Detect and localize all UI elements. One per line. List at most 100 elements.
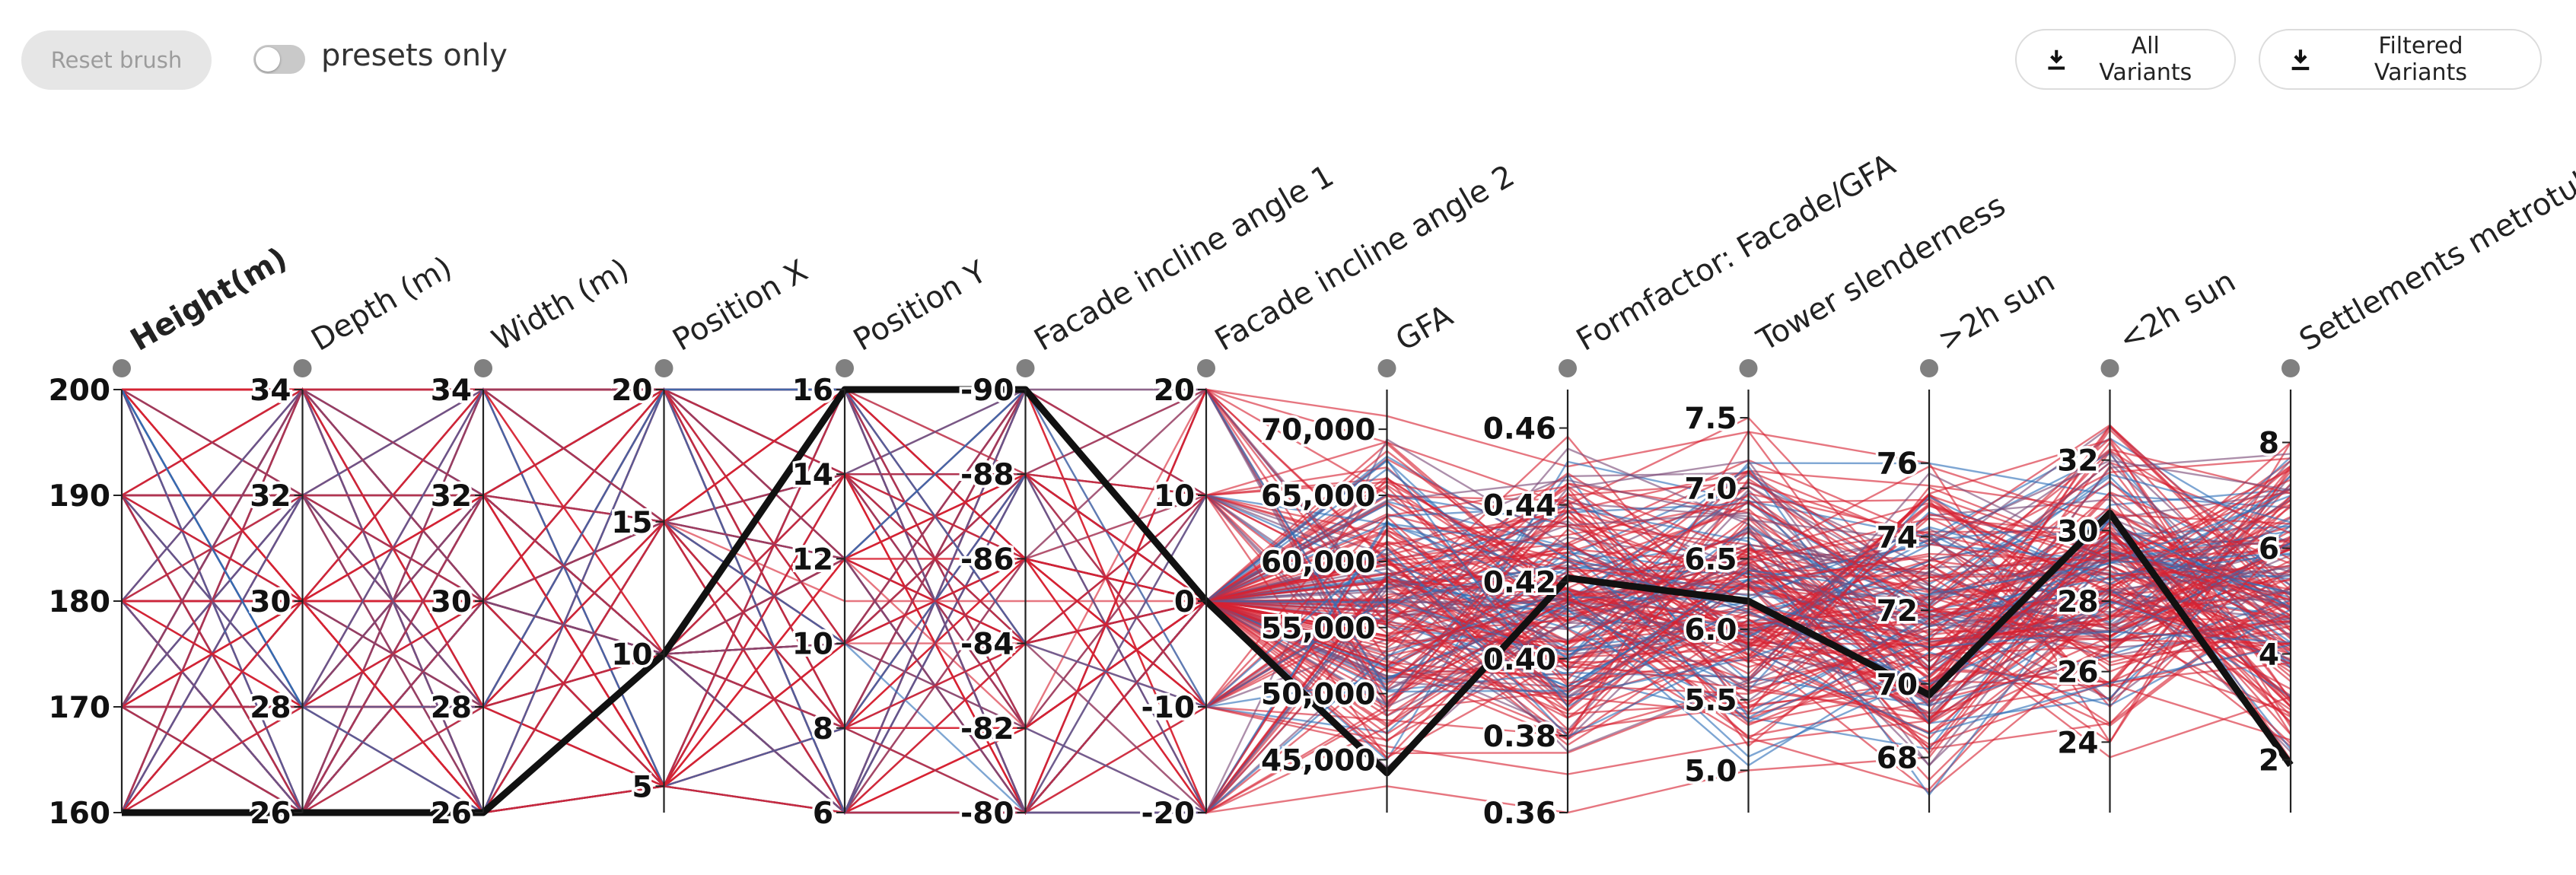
tick-label: 180 — [49, 585, 110, 619]
tick-label: 26 — [250, 797, 291, 831]
axis-title: Depth (m) — [306, 250, 458, 358]
axis-title: Height(m) — [125, 240, 293, 358]
axis-title: Position Y — [848, 254, 993, 358]
reset-brush-button[interactable]: Reset brush — [21, 30, 212, 90]
axis-drag-handle[interactable] — [1559, 359, 1577, 377]
tick-label: 160 — [49, 797, 110, 831]
tick-label: 2 — [2259, 744, 2279, 778]
tick-label: 6.0 — [1684, 613, 1737, 648]
tick-label: -10 — [1142, 691, 1195, 725]
axis-drag-handle[interactable] — [2281, 359, 2300, 377]
axis-drag-handle[interactable] — [1920, 359, 1938, 377]
tick-label: 70,000 — [1261, 413, 1376, 447]
tick-label: 55,000 — [1261, 612, 1376, 646]
tick-label: 190 — [49, 479, 110, 514]
tick-label: 6 — [2259, 533, 2279, 567]
tick-label: 6.5 — [1684, 542, 1737, 577]
axis-posx[interactable]: 5 10 15 20 Position X — [609, 253, 814, 813]
tick-label: 28 — [250, 691, 291, 725]
tick-label: -84 — [960, 628, 1014, 662]
axis-settle[interactable]: 2 4 6 8 Settlements metrotube — [2256, 151, 2576, 813]
tick-label: 32 — [2057, 444, 2098, 479]
tick-label: 10 — [611, 638, 652, 673]
axis-drag-handle[interactable] — [654, 359, 673, 377]
tick-label: 34 — [250, 374, 291, 408]
axis-title: Facade incline angle 2 — [1209, 158, 1520, 358]
tick-label: 76 — [1877, 447, 1918, 482]
tick-label: 28 — [2057, 585, 2098, 619]
tick-label: 10 — [1154, 479, 1195, 514]
tick-label: 12 — [792, 542, 833, 577]
axis-width[interactable]: 26 28 30 32 34 Width (m) — [428, 252, 635, 833]
tick-label: 0 — [1174, 585, 1195, 619]
toggle-knob[interactable] — [256, 47, 280, 72]
tick-label: 7.5 — [1684, 402, 1737, 436]
tick-label: 0.36 — [1483, 797, 1556, 831]
tick-label: -88 — [960, 458, 1014, 492]
presets-only-toggle[interactable] — [253, 45, 305, 74]
tick-label: 200 — [49, 374, 110, 408]
download-all-label: All Variants — [2099, 33, 2192, 86]
axis-title: Width (m) — [486, 252, 635, 358]
axis-drag-handle[interactable] — [1377, 359, 1396, 377]
tick-label: 16 — [792, 374, 833, 408]
tick-label: -82 — [960, 712, 1014, 746]
download-icon — [2291, 49, 2310, 71]
axis-drag-handle[interactable] — [1739, 359, 1758, 377]
axis-drag-handle[interactable] — [113, 359, 131, 377]
tick-label: 26 — [2057, 656, 2098, 690]
axis-title: Facade incline angle 1 — [1029, 158, 1340, 358]
tick-label: 30 — [2057, 514, 2098, 549]
tick-label: 0.40 — [1483, 643, 1556, 677]
tick-label: 15 — [611, 506, 652, 540]
toolbar: Reset brush presets only All Variants Fi… — [0, 0, 2576, 122]
axis-title: Formfactor: Facade/GFA — [1571, 147, 1902, 358]
tick-label: -80 — [960, 797, 1014, 831]
download-icon — [2048, 49, 2065, 70]
presets-only-label: presets only — [321, 38, 508, 73]
axis-drag-handle[interactable] — [293, 359, 312, 377]
axis-drag-handle[interactable] — [836, 359, 854, 377]
tick-label: 10 — [792, 628, 833, 662]
axis-title: Position X — [667, 253, 814, 358]
tick-label: 45,000 — [1261, 744, 1376, 778]
download-all-variants-button[interactable]: All Variants — [2015, 29, 2236, 90]
tick-label: 30 — [431, 585, 472, 619]
tick-label: 0.46 — [1483, 412, 1556, 447]
tick-label: 8 — [2259, 427, 2279, 461]
tick-label: 26 — [431, 797, 472, 831]
tick-label: -20 — [1142, 797, 1195, 831]
tick-label: 24 — [2057, 726, 2098, 760]
tick-label: 20 — [611, 374, 652, 408]
axis-drag-handle[interactable] — [474, 359, 492, 377]
tick-label: 0.44 — [1483, 489, 1556, 523]
tick-label: 74 — [1877, 520, 1918, 555]
tick-label: 0.42 — [1483, 566, 1556, 600]
axis-title: >2h sun — [1932, 264, 2061, 358]
axis-drag-handle[interactable] — [2100, 359, 2119, 377]
axis-title: GFA — [1390, 298, 1460, 358]
axis-title: Settlements metrotube — [2294, 151, 2576, 358]
axis-title: <2h sun — [2113, 264, 2242, 358]
download-filtered-variants-button[interactable]: Filtered Variants — [2259, 29, 2542, 90]
tick-label: 60,000 — [1261, 546, 1376, 580]
tick-label: 14 — [792, 458, 833, 492]
tick-label: 5.5 — [1684, 684, 1737, 718]
tick-label: 170 — [49, 691, 110, 725]
tick-label: 5 — [632, 770, 652, 804]
tick-label: 32 — [431, 479, 472, 514]
tick-label: 68 — [1877, 741, 1918, 775]
tick-label: 20 — [1154, 374, 1195, 408]
tick-label: 34 — [431, 374, 472, 408]
tick-label: 50,000 — [1261, 678, 1376, 712]
axis-drag-handle[interactable] — [1016, 359, 1035, 377]
axis-height[interactable]: 160 170 180 190 200 Height(m) — [46, 240, 294, 833]
tick-label: 32 — [250, 479, 291, 514]
tick-label: 30 — [250, 585, 291, 619]
tick-label: 0.38 — [1483, 720, 1556, 754]
tick-label: -86 — [960, 542, 1014, 577]
tick-label: 5.0 — [1684, 754, 1737, 788]
tick-label: 7.0 — [1684, 473, 1737, 507]
axis-drag-handle[interactable] — [1197, 359, 1215, 377]
